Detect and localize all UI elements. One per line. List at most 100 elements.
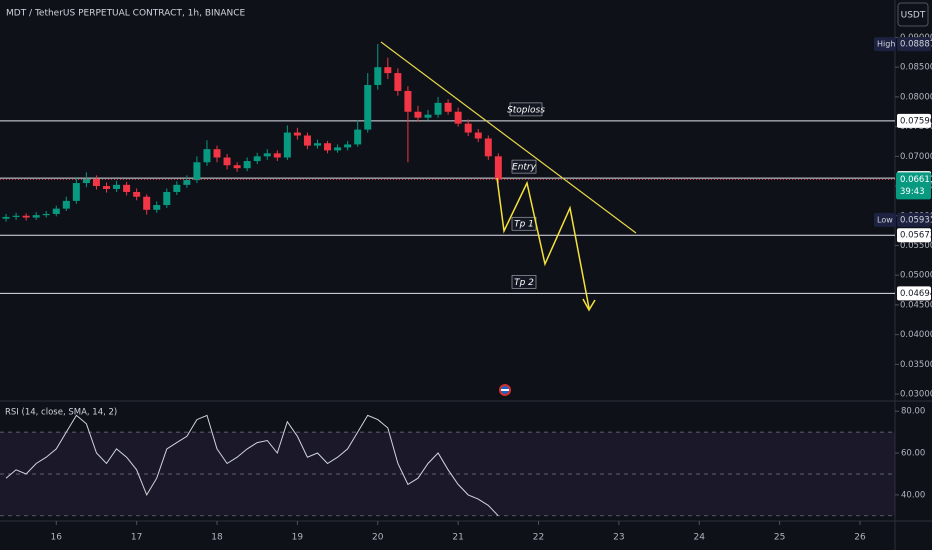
candle-body <box>102 186 110 190</box>
level-axis-label: 0.04694 <box>900 289 932 299</box>
rsi-tick-label: 40.00 <box>901 490 925 500</box>
x-tick-label: 24 <box>694 533 706 543</box>
candle-body <box>384 67 392 74</box>
candle-body <box>243 161 251 169</box>
trendline <box>380 41 637 234</box>
marker-name-box <box>874 37 896 52</box>
candle-body <box>354 129 362 145</box>
x-tick-label: 20 <box>372 533 384 543</box>
projection-path <box>496 177 590 309</box>
x-tick-label: 18 <box>211 533 223 543</box>
y-tick-label: 0.07000 <box>900 152 932 162</box>
layers: 0.03000 0.03500 0.04000 0.04500 0.05000 0.055… <box>0 33 932 543</box>
rsi-name: RSI (14, close, SMA, 14, 2) <box>5 408 117 418</box>
flag-icon <box>499 384 511 396</box>
candle-body <box>72 183 80 201</box>
candle-body <box>92 178 100 187</box>
candle-body <box>434 102 442 115</box>
level-tag-label: Tp 2 <box>514 278 534 288</box>
candle-body <box>153 205 161 210</box>
level-tag: Tp 2 <box>511 275 537 289</box>
y-tick-label: 0.04500 <box>900 300 932 310</box>
level-tag-label: Tp 1 <box>514 220 534 230</box>
y-tick-label: 0.08000 <box>900 92 932 102</box>
candle-body <box>113 184 121 190</box>
candle-body <box>303 135 311 146</box>
candle-body <box>2 216 10 219</box>
level-tag-label: Entry <box>512 163 537 173</box>
x-tick-label: 16 <box>51 533 63 543</box>
level-axis-label: 0.07596 <box>900 116 932 126</box>
candle-body <box>223 157 231 166</box>
candle-body <box>424 114 432 118</box>
candle-body <box>32 215 40 218</box>
candle-body <box>173 184 181 192</box>
current-price-label: 0.06611 <box>900 175 932 185</box>
x-tick-label: 26 <box>854 533 866 543</box>
level-tag: Tp 1 <box>511 216 537 231</box>
rsi-tick-label: 80.00 <box>901 407 925 417</box>
y-tick-label: 0.04000 <box>900 330 932 340</box>
y-tick-label: 0.03500 <box>900 360 932 370</box>
level-tag-label: Stoploss <box>507 105 545 115</box>
level-axis-box <box>897 113 931 128</box>
x-tick-label: 23 <box>613 533 624 543</box>
candle-body <box>374 67 382 85</box>
countdown-label: 39:43 <box>900 187 925 197</box>
candle-body <box>62 200 70 209</box>
x-tick-label: 25 <box>774 533 785 543</box>
currency-button[interactable] <box>897 2 929 27</box>
candle-body <box>263 153 271 157</box>
level-tag-box <box>509 102 543 117</box>
level-axis-box <box>897 286 931 301</box>
x-tick-label: 22 <box>533 533 544 543</box>
marker-name: Low <box>877 215 893 224</box>
candle-body <box>82 178 90 184</box>
y-tick-label: 0.05500 <box>900 241 932 251</box>
level-axis-box <box>897 228 931 243</box>
candle-body <box>233 165 241 169</box>
level-tag-box <box>511 159 537 174</box>
candle-body <box>213 149 221 158</box>
marker-value-box <box>897 37 931 52</box>
candle-body <box>133 191 141 197</box>
level-tag: Entry <box>511 159 537 174</box>
candle-body <box>394 73 402 91</box>
candle-body <box>494 156 502 180</box>
marker-value: 0.05931 <box>900 215 932 225</box>
projection-arrow <box>582 298 596 312</box>
candle-body <box>273 153 281 158</box>
level-tag-box <box>511 275 537 289</box>
x-tick-label: 17 <box>131 533 142 543</box>
marker-name: High <box>877 40 895 49</box>
rsi-line <box>5 414 499 517</box>
candle-body <box>163 191 171 206</box>
currency-label: USDT <box>901 11 926 21</box>
candle-body <box>42 213 50 216</box>
candle-body <box>193 162 201 181</box>
candle-body <box>183 180 191 185</box>
x-tick-label: 19 <box>292 533 304 543</box>
candle-body <box>334 147 342 151</box>
marker-value: 0.08887 <box>900 40 932 50</box>
marker-name-box <box>874 212 896 227</box>
x-tick-label: 21 <box>452 533 463 543</box>
marker-value-box <box>897 212 931 227</box>
level-tag: Stoploss <box>507 102 545 117</box>
candle-body <box>454 111 462 124</box>
candle-body <box>444 102 452 112</box>
y-tick-label: 0.03000 <box>900 390 932 400</box>
candle-body <box>52 208 60 214</box>
rsi-tick-label: 60.00 <box>901 449 925 459</box>
candle-body <box>404 90 412 112</box>
candle-body <box>464 123 472 133</box>
candle-body <box>414 111 422 118</box>
candle-body <box>364 84 372 130</box>
level-axis-label: 0.05672 <box>900 231 932 241</box>
candle-body <box>324 143 332 151</box>
candle-body <box>313 143 321 146</box>
candle-body <box>484 138 492 157</box>
